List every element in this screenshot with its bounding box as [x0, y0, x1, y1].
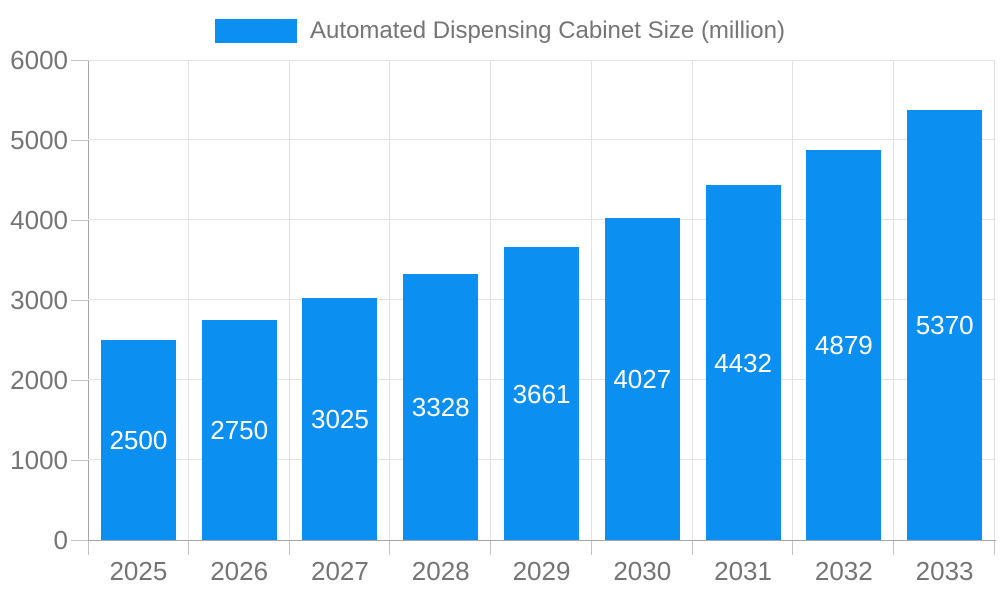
x-axis-tick [893, 541, 894, 555]
y-axis-label: 0 [53, 525, 68, 555]
legend-item[interactable]: Automated Dispensing Cabinet Size (milli… [0, 17, 1000, 45]
bar[interactable]: 2750 [201, 320, 277, 540]
legend-label: Automated Dispensing Cabinet Size (milli… [310, 17, 785, 44]
x-axis-label: 2032 [814, 556, 873, 586]
bar[interactable]: 3661 [504, 247, 579, 540]
v-gridline [792, 60, 793, 540]
bar-value-label: 4879 [814, 329, 873, 360]
plot-area: 2500 2750 3025 3328 3661 4027 4432 4879 5370 [88, 60, 995, 540]
x-axis-tick [389, 541, 390, 555]
x-axis-tick [692, 541, 693, 555]
y-axis-label: 1000 [10, 445, 68, 475]
bar-value-label: 4027 [613, 363, 672, 394]
x-axis-tick [88, 541, 89, 555]
bar[interactable]: 5370 [907, 110, 983, 540]
y-axis-tick [71, 540, 88, 541]
x-axis-line [88, 540, 996, 541]
x-axis-label: 2030 [613, 556, 672, 586]
x-axis-label: 2026 [210, 556, 269, 586]
bar-value-label: 3025 [311, 404, 369, 434]
y-axis-tick [71, 60, 88, 61]
v-gridline [591, 60, 592, 540]
y-axis-label: 3000 [10, 285, 68, 315]
v-gridline [994, 60, 995, 540]
x-axis-label: 2027 [311, 556, 369, 586]
x-axis-label: 2031 [714, 556, 772, 586]
bar-value-label: 2500 [109, 425, 168, 455]
bar[interactable]: 4027 [604, 217, 680, 540]
x-axis-label: 2029 [512, 556, 571, 586]
x-axis-tick [289, 541, 290, 555]
y-axis-tick [71, 220, 88, 221]
x-axis-tick [792, 541, 793, 555]
bar-value-label: 4432 [714, 347, 772, 378]
x-axis-tick [188, 541, 189, 555]
h-gridline [88, 139, 995, 140]
x-axis-label: 2033 [915, 556, 974, 586]
v-gridline [188, 60, 189, 540]
y-axis-tick [71, 140, 88, 141]
y-axis-label: 5000 [10, 125, 68, 155]
y-axis-tick [71, 460, 88, 461]
v-gridline [692, 60, 693, 540]
bar[interactable]: 4879 [806, 149, 882, 540]
bar-value-label: 5370 [915, 310, 974, 341]
v-gridline [490, 60, 491, 540]
v-gridline [389, 60, 390, 540]
v-gridline [289, 60, 290, 540]
h-gridline [88, 219, 995, 220]
y-axis-label: 6000 [10, 45, 68, 75]
x-axis-tick [994, 541, 995, 555]
y-axis-tick [71, 300, 88, 301]
x-axis-label: 2028 [411, 556, 470, 586]
bar-value-label: 3328 [411, 391, 470, 422]
legend-swatch [215, 19, 298, 43]
y-axis-tick [71, 380, 88, 381]
bar[interactable]: 3328 [403, 273, 479, 540]
x-axis-tick [490, 541, 491, 555]
bar[interactable]: 4432 [705, 185, 781, 540]
y-axis-label: 4000 [10, 205, 68, 235]
y-axis-line [88, 60, 89, 541]
y-axis-label: 2000 [10, 365, 68, 395]
bar-value-label: 3661 [512, 378, 571, 409]
bar[interactable]: 3025 [302, 298, 378, 540]
v-gridline [893, 60, 894, 540]
h-gridline [88, 60, 995, 61]
bar[interactable]: 2500 [100, 340, 176, 540]
x-axis-tick [591, 541, 592, 555]
bar-value-label: 2750 [210, 415, 269, 445]
x-axis-label: 2025 [109, 556, 168, 586]
